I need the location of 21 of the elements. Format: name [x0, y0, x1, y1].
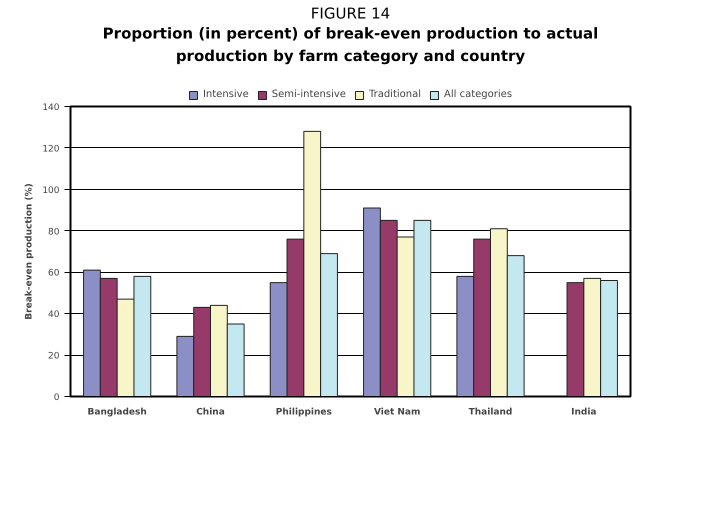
- y-tick-label: 80: [48, 227, 60, 238]
- x-tick-label: Thailand: [468, 408, 512, 418]
- y-tick-label: 0: [54, 393, 60, 403]
- legend-label: Intensive: [202, 89, 249, 100]
- x-tick-label: China: [196, 408, 225, 418]
- y-tick-label: 20: [48, 352, 60, 362]
- y-axis-title: Break-even production (%): [24, 183, 34, 320]
- x-tick-label: Viet Nam: [374, 408, 420, 418]
- y-tick-label: 140: [42, 103, 60, 113]
- legend-label: Semi-intensive: [272, 89, 346, 100]
- y-tick-label: 120: [42, 144, 60, 154]
- y-tick-label: 40: [48, 310, 60, 320]
- y-tick-label: 100: [42, 186, 60, 196]
- chart-title: FIGURE 14: [310, 4, 390, 22]
- chart-subtitle: Proportion (in percent) of break-even production to actual production by farm category and country: [102, 24, 598, 65]
- x-tick-label: Philippines: [276, 408, 332, 418]
- x-tick-label: India: [571, 408, 597, 418]
- legend-label: All categories: [444, 89, 512, 100]
- y-tick-label: 60: [48, 268, 60, 279]
- legend-label: Traditional: [368, 89, 422, 100]
- x-tick-label: Bangladesh: [88, 408, 147, 418]
